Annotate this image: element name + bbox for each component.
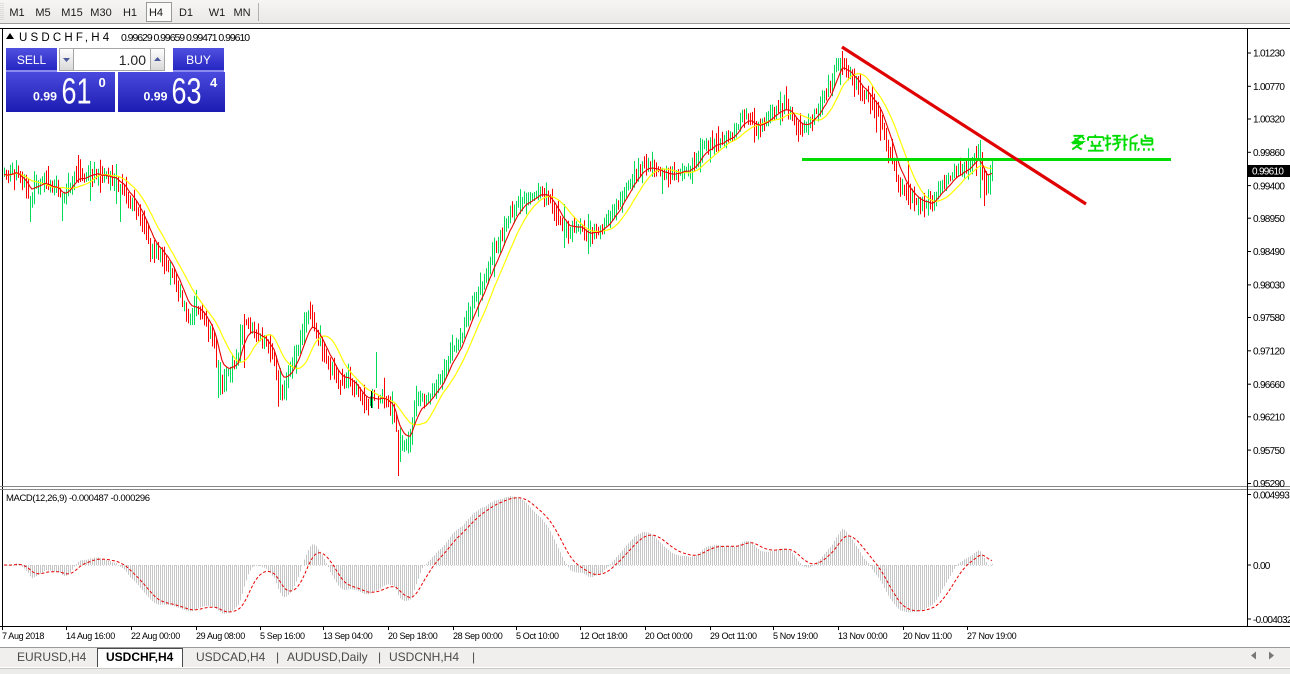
svg-text:0.97120: 0.97120 (1253, 347, 1285, 358)
svg-text:0.96660: 0.96660 (1253, 380, 1285, 391)
svg-text:1.01230: 1.01230 (1253, 49, 1285, 60)
svg-text:|: | (472, 650, 475, 664)
svg-text:H4: H4 (149, 7, 163, 19)
svg-text:20 Sep 18:00: 20 Sep 18:00 (388, 631, 438, 641)
svg-text:0.00: 0.00 (1253, 561, 1271, 572)
svg-text:0.98030: 0.98030 (1253, 281, 1285, 292)
svg-text:|: | (276, 650, 279, 664)
svg-text:13 Sep 04:00: 13 Sep 04:00 (323, 631, 373, 641)
svg-text:MACD(12,26,9) -0.000487 -0.000: MACD(12,26,9) -0.000487 -0.000296 (6, 493, 150, 504)
svg-text:0.99610: 0.99610 (1252, 167, 1284, 178)
svg-text:27 Nov 19:00: 27 Nov 19:00 (967, 631, 1017, 641)
svg-text:4: 4 (210, 75, 218, 90)
svg-text:0.99: 0.99 (144, 91, 168, 103)
svg-text:0.99400: 0.99400 (1253, 181, 1285, 192)
svg-text:29 Oct 11:00: 29 Oct 11:00 (710, 631, 757, 641)
svg-text:USDCAD,H4: USDCAD,H4 (196, 650, 266, 664)
svg-text:1.00320: 1.00320 (1253, 115, 1285, 126)
svg-text:13 Nov 00:00: 13 Nov 00:00 (838, 631, 888, 641)
svg-text:0.99629 0.99659 0.99471 0.9961: 0.99629 0.99659 0.99471 0.99610 (121, 32, 250, 44)
svg-text:7 Aug 2018: 7 Aug 2018 (2, 631, 44, 641)
svg-text:12 Oct 18:00: 12 Oct 18:00 (580, 631, 628, 641)
svg-text:5 Nov 19:00: 5 Nov 19:00 (773, 631, 818, 641)
svg-text:USDCHF,H4: USDCHF,H4 (19, 32, 112, 44)
svg-text:-0.004032: -0.004032 (1253, 615, 1290, 626)
svg-text:W1: W1 (209, 7, 226, 19)
svg-text:5 Oct 10:00: 5 Oct 10:00 (516, 631, 559, 641)
svg-text:61: 61 (62, 72, 92, 112)
svg-text:USDCHF,H4: USDCHF,H4 (106, 650, 174, 664)
svg-text:0.96210: 0.96210 (1253, 413, 1285, 424)
svg-text:0.004993: 0.004993 (1253, 490, 1290, 501)
svg-text:0.99: 0.99 (33, 91, 57, 103)
svg-text:22 Aug 00:00: 22 Aug 00:00 (131, 631, 180, 641)
svg-text:20 Oct 00:00: 20 Oct 00:00 (645, 631, 693, 641)
svg-text:M5: M5 (35, 7, 50, 19)
svg-text:MN: MN (233, 7, 250, 19)
svg-text:0.97580: 0.97580 (1253, 313, 1285, 324)
svg-text:EURUSD,H4: EURUSD,H4 (17, 650, 87, 664)
svg-text:29 Aug 08:00: 29 Aug 08:00 (196, 631, 245, 641)
svg-text:5 Sep 16:00: 5 Sep 16:00 (260, 631, 305, 641)
svg-text:0.95290: 0.95290 (1253, 479, 1285, 490)
svg-text:USDCNH,H4: USDCNH,H4 (389, 650, 459, 664)
svg-text:0.98490: 0.98490 (1253, 247, 1285, 258)
svg-text:20 Nov 11:00: 20 Nov 11:00 (903, 631, 952, 641)
svg-text:1.00770: 1.00770 (1253, 82, 1285, 93)
svg-text:0.99860: 0.99860 (1253, 148, 1285, 159)
svg-text:M30: M30 (90, 7, 111, 19)
svg-text:|: | (378, 650, 381, 664)
svg-text:14 Aug 16:00: 14 Aug 16:00 (66, 631, 115, 641)
svg-text:0.98950: 0.98950 (1253, 214, 1285, 225)
svg-text:M15: M15 (61, 7, 82, 19)
svg-text:0.95750: 0.95750 (1253, 446, 1285, 457)
svg-text:28 Sep 00:00: 28 Sep 00:00 (453, 631, 503, 641)
svg-text:M1: M1 (9, 7, 24, 19)
svg-text:H1: H1 (123, 7, 137, 19)
svg-text:63: 63 (172, 72, 202, 112)
svg-text:D1: D1 (179, 7, 193, 19)
svg-text:AUDUSD,Daily: AUDUSD,Daily (287, 650, 368, 664)
svg-text:0: 0 (99, 75, 106, 90)
